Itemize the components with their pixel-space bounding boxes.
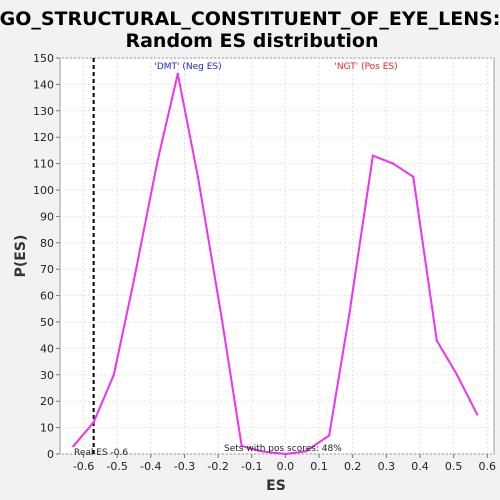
x-tick-label: 0.0 [277, 460, 295, 473]
x-tick-label: 0.3 [378, 460, 396, 473]
data-point [455, 373, 459, 376]
data-point [371, 154, 375, 157]
y-tick-label: 0 [47, 448, 54, 461]
data-point [156, 159, 159, 163]
x-tick-label: 0.4 [411, 460, 429, 473]
y-tick-label: 130 [33, 105, 54, 118]
y-tick-label: 120 [33, 131, 54, 144]
plot-area [59, 57, 495, 455]
neg-es-label: 'DMT' (Neg ES) [154, 62, 221, 72]
sets-pos-scores-label: Sets with pos scores: 48% [224, 444, 342, 454]
data-point [112, 373, 116, 376]
x-axis-ticks: -0.6 -0.5 -0.4 -0.3 -0.2 -0.1 0.0 0.1 0.2 0.3 0.4 0… [73, 454, 496, 473]
data-point [260, 450, 264, 453]
data-point [435, 339, 439, 342]
y-tick-label: 40 [40, 342, 54, 355]
data-point [327, 434, 331, 437]
real-es-label: Real ES -0.6 [74, 448, 128, 458]
y-axis-title: P(ES) [13, 235, 29, 278]
y-tick-label: 140 [33, 78, 54, 91]
x-tick-label: -0.5 [106, 460, 127, 473]
x-tick-label: -0.2 [207, 460, 228, 473]
data-point [92, 421, 95, 424]
series-group [72, 72, 479, 456]
grid-lines [60, 57, 494, 455]
y-tick-label: 50 [40, 316, 54, 329]
data-point [391, 162, 395, 165]
data-point [475, 413, 479, 416]
x-tick-label: 0.2 [344, 460, 362, 473]
chart-title: GO_STRUCTURAL_CONSTITUENT_OF_EYE_LENS: [0, 8, 500, 30]
data-point [132, 278, 136, 281]
series-line [72, 72, 479, 455]
y-tick-label: 80 [40, 237, 54, 250]
y-tick-label: 70 [40, 263, 54, 276]
y-axis-ticks: 0 10 20 30 40 50 60 70 80 90 100 110 120 130 140 150 [33, 52, 60, 461]
y-tick-label: 30 [40, 369, 54, 382]
x-tick-label: 0.1 [310, 460, 328, 473]
data-point [196, 175, 200, 178]
data-point [348, 312, 351, 316]
y-tick-label: 100 [33, 184, 54, 197]
x-tick-label: -0.1 [241, 460, 262, 473]
y-tick-label: 110 [33, 158, 54, 171]
x-tick-label: 0.6 [479, 460, 497, 473]
data-point [220, 315, 223, 318]
y-tick-label: 90 [40, 210, 54, 223]
x-axis-title: ES [266, 478, 286, 494]
x-tick-label: 0.5 [445, 460, 463, 473]
y-tick-label: 60 [40, 290, 54, 303]
y-tick-label: 150 [33, 52, 54, 65]
y-tick-label: 20 [40, 395, 54, 408]
data-point [284, 452, 287, 456]
x-tick-label: -0.4 [140, 460, 161, 473]
data-point [304, 450, 307, 453]
pos-es-label: 'NGT' (Pos ES) [334, 62, 397, 72]
data-point [412, 175, 415, 178]
y-tick-label: 10 [40, 422, 54, 435]
x-tick-label: -0.6 [73, 460, 94, 473]
chart-subtitle: Random ES distribution [125, 30, 378, 52]
data-point [176, 72, 179, 76]
data-point [72, 444, 75, 448]
x-tick-label: -0.3 [174, 460, 195, 473]
data-point [240, 444, 243, 448]
